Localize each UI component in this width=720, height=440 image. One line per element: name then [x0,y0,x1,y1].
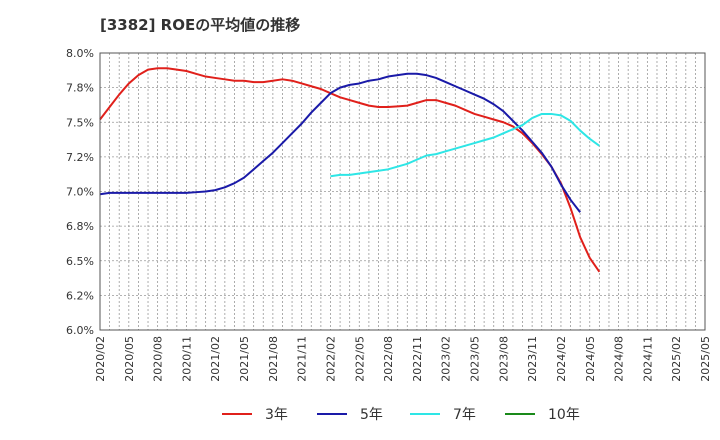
x-tick-label: 2021/08 [267,336,280,382]
y-tick-label: 7.5% [66,116,94,129]
x-tick-label: 2022/05 [353,336,366,382]
x-tick-label: 2020/08 [152,336,165,382]
y-axis: 6.0% 6.2% 6.5% 6.8% 7.0% 7.2% 7.5% 7.8% 8.0% [66,47,94,337]
plot-series [99,67,601,273]
x-tick-label: 2024/05 [584,336,597,382]
y-tick-label: 6.2% [66,289,94,302]
y-tick-label: 6.0% [66,324,94,337]
x-tick-label: 2021/05 [238,336,251,382]
series-line-7年 [330,112,600,178]
x-tick-label: 2025/02 [670,336,683,382]
x-tick-label: 2021/02 [209,336,222,382]
legend: 3年 5年 7年 10年 [222,407,580,423]
grid-lines [99,52,706,331]
chart-title: [3382] ROEの平均値の推移 [100,16,301,34]
x-tick-label: 2025/05 [699,336,712,382]
y-tick-label: 7.2% [66,151,94,164]
legend-label: 3年 [265,407,288,423]
y-tick-label: 7.8% [66,82,94,95]
x-tick-label: 2024/11 [641,336,654,382]
x-tick-label: 2023/02 [440,336,453,382]
y-tick-label: 6.8% [66,220,94,233]
x-tick-label: 2020/05 [123,336,136,382]
x-tick-label: 2022/08 [382,336,395,382]
x-tick-label: 2024/08 [613,336,626,382]
y-tick-label: 7.0% [66,186,94,199]
legend-label: 10年 [548,407,580,423]
x-tick-label: 2020/11 [180,336,193,382]
series-line-5年 [99,72,581,213]
y-tick-label: 8.0% [66,47,94,60]
x-axis: 2020/02 2020/05 2020/08 2020/11 2021/02 2021/… [94,336,712,382]
x-tick-label: 2023/08 [497,336,510,382]
x-tick-label: 2021/11 [296,336,309,382]
x-tick-label: 2023/11 [526,336,539,382]
x-tick-label: 2024/02 [555,336,568,382]
x-tick-label: 2020/02 [94,336,107,382]
y-tick-label: 6.5% [66,255,94,268]
x-tick-label: 2022/02 [324,336,337,382]
plot-frame [99,52,706,331]
legend-label: 7年 [453,407,476,423]
legend-label: 5年 [360,407,383,423]
x-tick-label: 2022/11 [411,336,424,382]
x-tick-label: 2023/05 [469,336,482,382]
